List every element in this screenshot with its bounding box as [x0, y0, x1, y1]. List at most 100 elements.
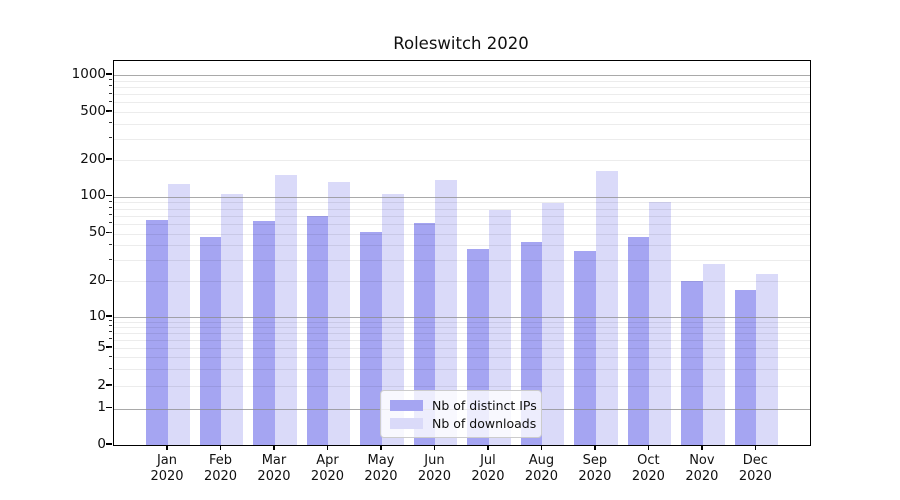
bar-distinct-ips-may	[360, 231, 382, 445]
x-tick-sep	[594, 445, 596, 451]
x-tick-label-sep: Sep 2020	[578, 453, 612, 484]
bar-distinct-ips-sep	[574, 250, 596, 445]
x-tick-label-dec: Dec 2020	[738, 453, 772, 484]
y-minor-tick-60	[108, 222, 112, 224]
bar-downloads-jul	[488, 209, 511, 445]
y-tick-0	[106, 443, 112, 445]
x-tick-label-jan: Jan 2020	[150, 453, 184, 484]
y-minor-tick-4	[108, 355, 112, 357]
x-tick-label-mar: Mar 2020	[257, 453, 291, 484]
y-tick-100	[106, 195, 112, 197]
y-minor-tick-9	[108, 320, 112, 322]
y-minor-tick-40	[108, 243, 112, 245]
y-tick-label-1000: 1000	[71, 65, 106, 82]
bar-downloads-sep	[595, 170, 618, 445]
gridline-minor-70	[114, 215, 810, 217]
gridline-minor-90	[114, 202, 810, 204]
x-tick-label-may: May 2020	[364, 453, 398, 484]
x-tick-mar	[273, 445, 275, 451]
y-tick-label-5: 5	[97, 338, 106, 355]
gridline-minor-80	[114, 208, 810, 210]
x-tick-jun	[433, 445, 436, 451]
legend: Nb of distinct IPs Nb of downloads	[380, 390, 542, 438]
gridline-minor-50	[114, 233, 810, 235]
bar-downloads-mar	[274, 174, 297, 445]
x-tick-label-nov: Nov 2020	[685, 453, 719, 484]
y-tick-1000	[106, 73, 112, 75]
x-tick-nov	[701, 445, 703, 451]
y-minor-tick-700	[108, 92, 112, 94]
gridline-minor-400	[114, 123, 810, 125]
bar-distinct-ips-jun	[413, 223, 436, 445]
y-minor-tick-400	[108, 122, 112, 124]
y-tick-label-0: 0	[97, 435, 106, 452]
chart-title: Roleswitch 2020	[393, 34, 529, 53]
bar-distinct-ips-feb	[199, 236, 222, 445]
x-tick-label-jul: Jul 2020	[471, 453, 505, 484]
bar-downloads-aug	[542, 202, 565, 445]
gridline-minor-500	[114, 112, 810, 113]
x-tick-jul	[487, 445, 489, 451]
y-tick-label-20: 20	[88, 271, 106, 288]
gridline-minor-700	[114, 94, 810, 96]
y-tick-label-50: 50	[88, 224, 106, 241]
bar-downloads-nov	[702, 263, 725, 445]
x-tick-jan	[166, 445, 168, 451]
bar-distinct-ips-oct	[627, 236, 650, 445]
y-minor-tick-500	[108, 110, 112, 112]
x-tick-label-aug: Aug 2020	[524, 453, 558, 484]
legend-swatch-distinct-ips	[390, 400, 423, 411]
y-minor-tick-2	[108, 384, 112, 386]
legend-item-downloads: Nb of downloads	[390, 416, 536, 431]
y-minor-tick-3	[108, 367, 112, 369]
bar-downloads-dec	[756, 274, 779, 445]
y-minor-tick-800	[108, 85, 112, 87]
y-minor-tick-20	[108, 279, 112, 281]
x-tick-may	[380, 445, 382, 451]
y-minor-tick-80	[108, 207, 112, 209]
legend-item-distinct-ips: Nb of distinct IPs	[390, 398, 537, 413]
y-minor-tick-5	[108, 346, 112, 348]
x-tick-label-oct: Oct 2020	[631, 453, 665, 484]
legend-label-distinct-ips: Nb of distinct IPs	[432, 398, 537, 413]
y-tick-label-500: 500	[80, 102, 106, 119]
y-minor-tick-900	[108, 79, 112, 81]
y-tick-label-200: 200	[80, 150, 106, 167]
y-minor-tick-600	[108, 100, 112, 102]
legend-swatch-downloads	[390, 418, 423, 429]
gridline-major-100	[114, 196, 810, 198]
x-tick-label-feb: Feb 2020	[203, 453, 238, 484]
gridline-minor-800	[114, 86, 810, 88]
gridline-major-1000	[114, 75, 810, 76]
plot-area	[113, 60, 811, 446]
y-tick-label-10: 10	[88, 307, 106, 324]
x-tick-label-apr: Apr 2020	[310, 453, 345, 484]
y-minor-tick-8	[108, 325, 112, 327]
gridline-minor-600	[114, 102, 810, 104]
bar-distinct-ips-nov	[681, 281, 703, 445]
x-tick-dec	[754, 445, 757, 451]
bar-distinct-ips-apr	[306, 215, 329, 445]
bar-distinct-ips-mar	[253, 221, 275, 445]
gridline-minor-300	[114, 138, 810, 140]
y-tick-10	[106, 315, 112, 317]
gridline-minor-200	[114, 160, 810, 161]
y-minor-tick-7	[108, 331, 112, 333]
bar-downloads-oct	[649, 201, 672, 445]
bar-downloads-jun	[435, 180, 458, 445]
gridline-minor-900	[114, 80, 810, 82]
y-minor-tick-90	[108, 200, 112, 202]
x-tick-apr	[326, 445, 329, 451]
bar-downloads-apr	[328, 182, 351, 445]
x-tick-feb	[219, 445, 222, 451]
y-minor-tick-30	[108, 258, 112, 260]
bar-distinct-ips-dec	[734, 289, 757, 445]
x-tick-oct	[647, 445, 650, 451]
bar-distinct-ips-jan	[146, 219, 168, 445]
y-tick-label-100: 100	[80, 187, 106, 204]
y-minor-tick-6	[108, 338, 112, 340]
x-tick-aug	[540, 445, 543, 451]
bar-downloads-jan	[168, 184, 190, 445]
bar-downloads-feb	[221, 193, 244, 445]
